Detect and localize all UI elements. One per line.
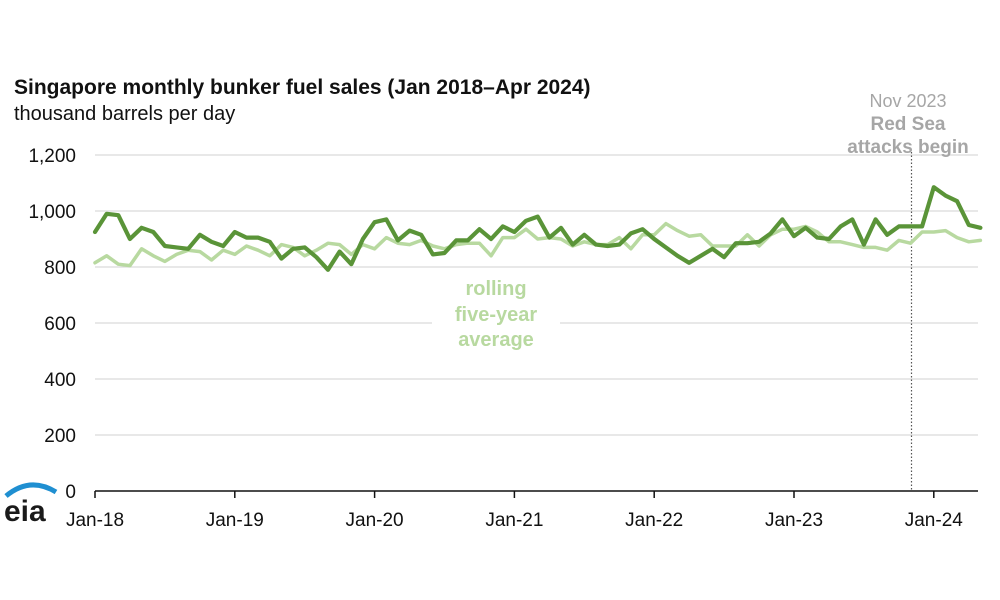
- eia-logo-text: eia: [4, 495, 46, 528]
- y-tick-label-1200: 1,200: [28, 146, 76, 167]
- y-tick-label-200: 200: [44, 426, 76, 447]
- x-axis: Jan-18 Jan-19 Jan-20 Jan-21 Jan-22 Jan-23 Jan-…: [66, 490, 978, 531]
- gridlines: [95, 154, 978, 436]
- y-tick-label-400: 400: [44, 370, 76, 391]
- x-tick-label-Jan-21: Jan-21: [485, 510, 543, 531]
- x-tick-label-Jan-23: Jan-23: [765, 510, 823, 531]
- x-tick-label-Jan-20: Jan-20: [346, 510, 404, 531]
- series-line-bunker-sales: [92, 185, 983, 272]
- y-axis-ticks: 0 200 400 600 800 1,000 1,200: [28, 146, 76, 503]
- series-lines: [92, 185, 983, 272]
- logo-swoosh-icon: [4, 482, 58, 498]
- event-annotation-title: Red Sea: [871, 114, 946, 135]
- x-tick-label-Jan-24: Jan-24: [905, 510, 964, 531]
- annotation-background: [432, 272, 560, 352]
- average-annotation-line1: rolling: [465, 278, 526, 300]
- chart-title: Singapore monthly bunker fuel sales (Jan…: [14, 76, 591, 99]
- x-tick-label-Jan-22: Jan-22: [625, 510, 683, 531]
- y-tick-label-1000: 1,000: [28, 202, 76, 223]
- event-annotation-subtitle: attacks begin: [847, 137, 968, 158]
- average-annotation-line3: average: [458, 329, 534, 351]
- eia-logo: eia: [4, 482, 58, 528]
- chart-subtitle: thousand barrels per day: [14, 103, 236, 125]
- y-tick-label-800: 800: [44, 258, 76, 279]
- series-line-rolling-average: [93, 221, 983, 268]
- x-tick-label-Jan-18: Jan-18: [66, 510, 124, 531]
- average-annotation-line2: five-year: [455, 304, 537, 326]
- y-tick-label-600: 600: [44, 314, 76, 335]
- event-annotation-date: Nov 2023: [869, 91, 946, 111]
- x-tick-label-Jan-19: Jan-19: [206, 510, 264, 531]
- y-tick-label-0: 0: [65, 482, 76, 503]
